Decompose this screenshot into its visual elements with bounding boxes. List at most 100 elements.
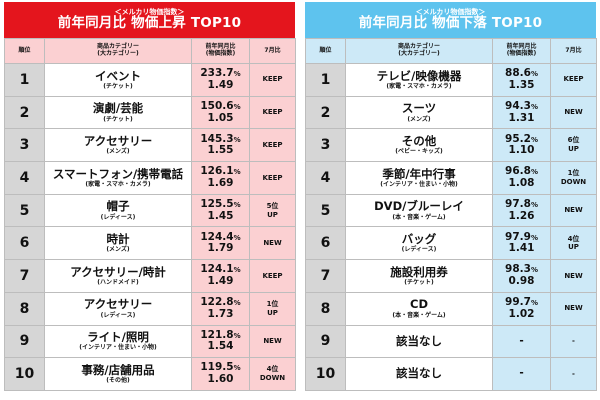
table-row: 5 DVD/ブルーレイ (本・音楽・ゲーム) 97.8% 1.26 NEW: [305, 193, 597, 228]
month-change: 1位 UP: [266, 299, 279, 317]
yoy-cell: 121.8% 1.54: [191, 324, 250, 359]
table-row: 3 その他 (ベビー・キッズ) 95.2% 1.10 6位 UP: [305, 128, 597, 163]
price-index: 1.79: [207, 242, 234, 255]
yoy-percent: 125.5%: [200, 198, 241, 211]
price-index: 0.98: [508, 274, 535, 287]
category-parent: (レディース): [100, 311, 136, 319]
month-change-cell: 1位 UP: [249, 291, 296, 326]
category-parent: (本・音楽・ゲーム): [392, 213, 446, 221]
category-cell: バッグ (レディース): [345, 226, 493, 261]
rank-header: 順位: [305, 38, 346, 64]
month-change-cell: 5位 UP: [249, 193, 296, 228]
yoy-percent: 97.9%: [505, 230, 538, 243]
yoy-cell: 88.6% 1.35: [492, 63, 551, 97]
table-row: 4 スマートフォン/携帯電話 (家電・スマホ・カメラ) 126.1% 1.69 KEEP: [4, 161, 296, 195]
rise-banner: ＜メルカリ物価指数＞ 前年同月比 物価上昇 TOP10: [4, 2, 295, 38]
category-name: アクセサリー: [83, 134, 153, 149]
month-change: NEW: [564, 304, 583, 313]
category-name: アクセサリー: [83, 297, 153, 312]
category-name: 帽子: [106, 199, 130, 214]
category-cell: 該当なし: [345, 357, 493, 391]
yoy-percent: 119.5%: [200, 361, 241, 374]
month-change: KEEP: [262, 271, 283, 280]
category-cell: アクセサリー/時計 (ハンドメイド): [44, 259, 192, 293]
yoy-cell: 145.3% 1.55: [191, 128, 250, 163]
category-parent: (メンズ): [407, 115, 431, 123]
yoy-cell: 96.8% 1.08: [492, 161, 551, 195]
rank-cell: 1: [305, 63, 346, 97]
category-parent: (メンズ): [106, 148, 130, 156]
month-change-cell: NEW: [249, 324, 296, 359]
month-change: NEW: [263, 336, 282, 345]
price-index: 1.41: [508, 242, 535, 255]
rank-cell: 6: [4, 226, 45, 261]
rise-table: 順位 商品カテゴリー (大カテゴリー) 前年同月比 (物価指数) 7月比 1 イベント…: [4, 38, 296, 391]
table-row: 7 施設利用券 (チケット) 98.3% 0.98 NEW: [305, 259, 597, 293]
table-row: 10 該当なし - -: [305, 357, 597, 391]
price-index: 1.35: [508, 78, 535, 91]
yoy-cell: 124.4% 1.79: [191, 226, 250, 261]
rank-number: 4: [320, 169, 331, 186]
table-row: 4 季節/年中行事 (インテリア・住まい・小物) 96.8% 1.08 1位 DOWN: [305, 161, 597, 195]
category-name: 該当なし: [396, 366, 442, 381]
month-change-cell: 4位 UP: [550, 226, 597, 261]
rank-number: 7: [320, 267, 331, 284]
category-cell: CD (本・音楽・ゲーム): [345, 291, 493, 326]
fall-table: 順位 商品カテゴリー (大カテゴリー) 前年同月比 (物価指数) 7月比 1 テレビ/…: [305, 38, 597, 391]
rank-cell: 10: [4, 357, 45, 391]
month-change-cell: 4位 DOWN: [249, 357, 296, 391]
table-row: 2 演劇/芸能 (チケット) 150.6% 1.05 KEEP: [4, 95, 296, 130]
yoy-cell: 125.5% 1.45: [191, 193, 250, 228]
month-change-cell: KEEP: [249, 63, 296, 97]
rank-number: 8: [320, 300, 331, 317]
category-name: スマートフォン/携帯電話: [52, 166, 184, 181]
yoy-percent: -: [519, 367, 524, 380]
category-name: 時計: [106, 232, 130, 247]
table-row: 10 事務/店舗用品 (その他) 119.5% 1.60 4位 DOWN: [4, 357, 296, 391]
category-name: イベント: [95, 68, 141, 83]
rank-number: 1: [19, 71, 30, 88]
yoy-percent: 95.2%: [505, 132, 538, 145]
month-change-cell: NEW: [550, 259, 597, 293]
price-index: 1.54: [207, 340, 234, 353]
yoy-cell: 98.3% 0.98: [492, 259, 551, 293]
category-name: CD: [410, 297, 428, 312]
category-name: 該当なし: [396, 333, 442, 348]
category-parent: (家電・スマホ・カメラ): [85, 180, 151, 188]
month-change: NEW: [564, 108, 583, 117]
price-index: 1.73: [207, 307, 234, 320]
rank-cell: 9: [4, 324, 45, 359]
yoy-cell: 95.2% 1.10: [492, 128, 551, 163]
category-parent: (本・音楽・ゲーム): [392, 311, 446, 319]
category-cell: 時計 (メンズ): [44, 226, 192, 261]
category-parent: (チケット): [103, 115, 133, 123]
category-parent: (ベビー・キッズ): [395, 148, 443, 156]
yoy-percent: 99.7%: [505, 296, 538, 309]
month-change: KEEP: [262, 173, 283, 182]
rank-number: 9: [320, 333, 331, 350]
price-index: 1.08: [508, 176, 535, 189]
month-header: 7月比: [550, 38, 597, 64]
month-change-cell: KEEP: [550, 63, 597, 97]
month-change: 4位 UP: [567, 234, 580, 252]
table-row: 9 ライト/照明 (インテリア・住まい・小物) 121.8% 1.54 NEW: [4, 324, 296, 359]
category-header: 商品カテゴリー (大カテゴリー): [44, 38, 192, 64]
month-change-cell: NEW: [249, 226, 296, 261]
month-change-cell: KEEP: [249, 95, 296, 130]
month-change-cell: NEW: [550, 95, 597, 130]
price-index: 1.49: [207, 274, 234, 287]
rank-number: 5: [320, 202, 331, 219]
yoy-cell: 97.8% 1.26: [492, 193, 551, 228]
rank-cell: 2: [305, 95, 346, 130]
category-cell: 該当なし: [345, 324, 493, 359]
yoy-percent: -: [519, 334, 524, 347]
month-change: KEEP: [262, 75, 283, 84]
yoy-percent: 88.6%: [505, 67, 538, 80]
table-row: 9 該当なし - -: [305, 324, 597, 359]
category-name: スーツ: [401, 101, 437, 116]
price-index: 1.55: [207, 144, 234, 157]
price-index: 1.45: [207, 209, 234, 222]
price-index: 1.49: [207, 78, 234, 91]
category-parent: (ハンドメイド): [97, 278, 139, 286]
table-row: 6 時計 (メンズ) 124.4% 1.79 NEW: [4, 226, 296, 261]
